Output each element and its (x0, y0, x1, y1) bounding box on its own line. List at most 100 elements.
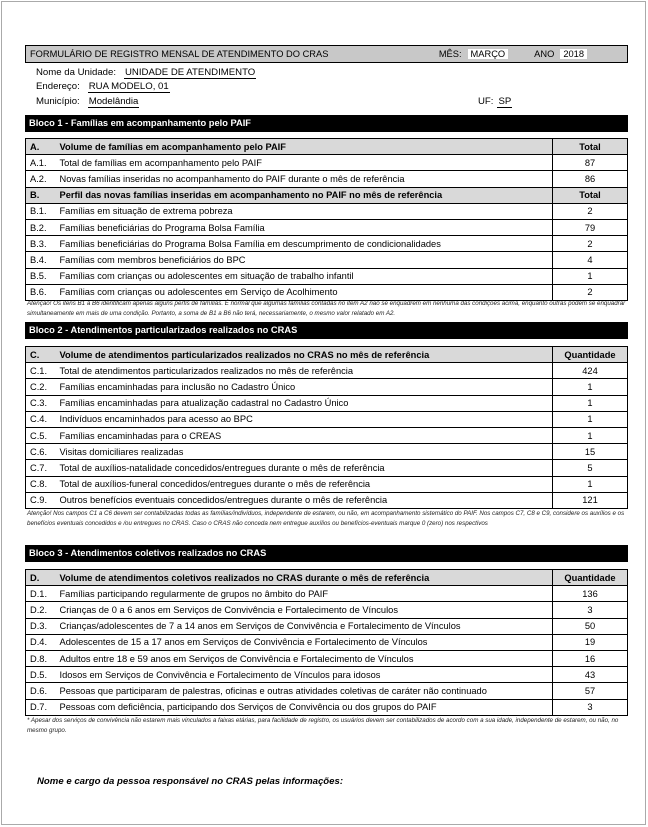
item-code: C.6. (25, 443, 56, 461)
item-value[interactable]: 1 (552, 378, 628, 396)
table-row: A.1. Total de famílias em acompanhamento … (25, 154, 628, 172)
item-label: Visitas domiciliares realizadas (55, 443, 553, 461)
year-value[interactable]: 2018 (560, 49, 587, 59)
table-row: C.2. Famílias encaminhadas para inclusão … (25, 378, 628, 396)
table-row: C.7. Total de auxílios-natalidade concedi… (25, 459, 628, 477)
item-value[interactable]: 2 (552, 202, 628, 220)
table-row: D.8. Adultos entre 18 e 59 anos em Serviç… (25, 649, 628, 668)
item-label: Famílias beneficiárias do Programa Bolsa… (55, 235, 553, 253)
item-code: B.2. (25, 218, 56, 237)
bloco2-title: Bloco 2 - Atendimentos particularizados … (25, 322, 628, 339)
item-code: B.1. (25, 202, 56, 220)
item-code: D.6. (25, 682, 56, 700)
table-row: C.1. Total de atendimentos particularizad… (25, 362, 628, 380)
item-value[interactable]: 15 (552, 443, 628, 461)
bloco3-title: Bloco 3 - Atendimentos coletivos realiza… (25, 545, 628, 562)
item-value[interactable]: 121 (552, 491, 628, 509)
item-value[interactable]: 3 (552, 698, 628, 716)
item-code: C.9. (25, 491, 56, 509)
item-code: B. (25, 186, 56, 204)
address-value[interactable]: RUA MODELO, 01 (87, 81, 170, 93)
table-row: B.6. Famílias com crianças ou adolescente… (25, 283, 628, 301)
uf-value[interactable]: SP (497, 96, 513, 108)
item-value[interactable]: 424 (552, 362, 628, 380)
table-row: D.4. Adolescentes de 15 a 17 anos em Serv… (25, 633, 628, 651)
item-label: Pessoas que participaram de palestras, o… (55, 682, 553, 700)
item-value[interactable]: 57 (552, 682, 628, 700)
table-row: C.9. Outros benefícios eventuais concedid… (25, 491, 628, 509)
item-label: Total de auxílios-natalidade concedidos/… (55, 459, 553, 477)
item-value[interactable]: 2 (552, 283, 628, 301)
table-row: C.6. Visitas domiciliares realizadas 15 (25, 443, 628, 461)
city-value[interactable]: Modelândia (87, 96, 140, 108)
item-value[interactable]: 136 (552, 585, 628, 603)
item-label: Famílias encaminhadas para o CREAS (55, 426, 553, 445)
item-value: Quantidade (552, 568, 628, 587)
item-label: Adolescentes de 15 a 17 anos em Serviços… (55, 633, 553, 651)
item-code: D. (25, 568, 56, 587)
item-value[interactable]: 1 (552, 267, 628, 285)
table-row: D.2. Crianças de 0 a 6 anos em Serviços d… (25, 601, 628, 619)
item-label: Adultos entre 18 e 59 anos em Serviços d… (55, 649, 553, 668)
item-label: Pessoas com deficiência, participando do… (55, 698, 553, 716)
item-value[interactable]: 86 (552, 170, 628, 188)
item-label: Famílias encaminhadas para inclusão no C… (55, 378, 553, 396)
item-label: Famílias encaminhadas para atualização c… (55, 394, 553, 412)
item-code: D.2. (25, 601, 56, 619)
item-code: D.5. (25, 666, 56, 684)
month-value[interactable]: MARÇO (467, 49, 509, 59)
table-row: B.3. Famílias beneficiárias do Programa B… (25, 235, 628, 253)
table-row: D.5. Idosos em Serviços de Convivência e … (25, 666, 628, 684)
item-value: Total (552, 186, 628, 204)
table-header-row: C. Volume de atendimentos particularizado… (25, 345, 628, 364)
item-value[interactable]: 43 (552, 666, 628, 684)
item-value[interactable]: 19 (552, 633, 628, 651)
item-code: B.5. (25, 267, 56, 285)
item-code: D.3. (25, 617, 56, 635)
table-header-row: D. Volume de atendimentos coletivos reali… (25, 568, 628, 587)
item-value[interactable]: 2 (552, 235, 628, 253)
item-value[interactable]: 1 (552, 426, 628, 445)
item-label: Perfil das novas famílias inseridas em a… (55, 186, 553, 204)
table-row: C.5. Famílias encaminhadas para o CREAS 1 (25, 426, 628, 445)
item-value[interactable]: 3 (552, 601, 628, 619)
item-label: Outros benefícios eventuais concedidos/e… (55, 491, 553, 509)
address-row: Endereço: RUA MODELO, 01 (36, 81, 170, 93)
item-code: C.2. (25, 378, 56, 396)
item-label: Volume de atendimentos coletivos realiza… (55, 568, 553, 587)
item-code: C.1. (25, 362, 56, 380)
item-label: Crianças/adolescentes de 7 a 14 anos em … (55, 617, 553, 635)
item-label: Total de famílias em acompanhamento pelo… (55, 154, 553, 172)
item-label: Total de atendimentos particularizados r… (55, 362, 553, 380)
uf-row: UF: SP (478, 96, 513, 108)
item-value[interactable]: 4 (552, 251, 628, 269)
city-label: Município: (36, 96, 80, 107)
form-header: FORMULÁRIO DE REGISTRO MENSAL DE ATENDIM… (25, 45, 628, 63)
item-value[interactable]: 50 (552, 617, 628, 635)
item-value[interactable]: 1 (552, 410, 628, 428)
table-row: A.2. Novas famílias inseridas no acompanh… (25, 170, 628, 188)
item-value[interactable]: 79 (552, 218, 628, 237)
bloco1-note: Atenção! Os itens B1 a B6 identificam ap… (27, 300, 626, 317)
item-label: Famílias participando regularmente de gr… (55, 585, 553, 603)
unit-value[interactable]: UNIDADE DE ATENDIMENTO (124, 67, 257, 79)
table-row: C.4. Indivíduos encaminhados para acesso … (25, 410, 628, 428)
item-code: C. (25, 345, 56, 364)
table-c: C. Volume de atendimentos particularizado… (25, 345, 628, 509)
item-code: C.4. (25, 410, 56, 428)
item-label: Volume de atendimentos particularizados … (55, 345, 553, 364)
item-label: Volume de famílias em acompanhamento pel… (55, 137, 553, 156)
item-value[interactable]: 1 (552, 394, 628, 412)
bloco1-title: Bloco 1 - Famílias em acompanhamento pel… (25, 115, 628, 132)
bloco3-note: * Apesar dos serviços de convivência não… (27, 717, 619, 734)
table-header-row: A. Volume de famílias em acompanhamento p… (25, 137, 628, 156)
item-value[interactable]: 87 (552, 154, 628, 172)
unit-label: Nome da Unidade: (36, 67, 116, 78)
item-value[interactable]: 1 (552, 475, 628, 493)
table-row: C.8. Total de auxílios-funeral concedidos… (25, 475, 628, 493)
table-d: D. Volume de atendimentos coletivos reali… (25, 568, 628, 716)
item-label: Famílias em situação de extrema pobreza (55, 202, 553, 220)
item-value[interactable]: 5 (552, 459, 628, 477)
item-value[interactable]: 16 (552, 649, 628, 668)
